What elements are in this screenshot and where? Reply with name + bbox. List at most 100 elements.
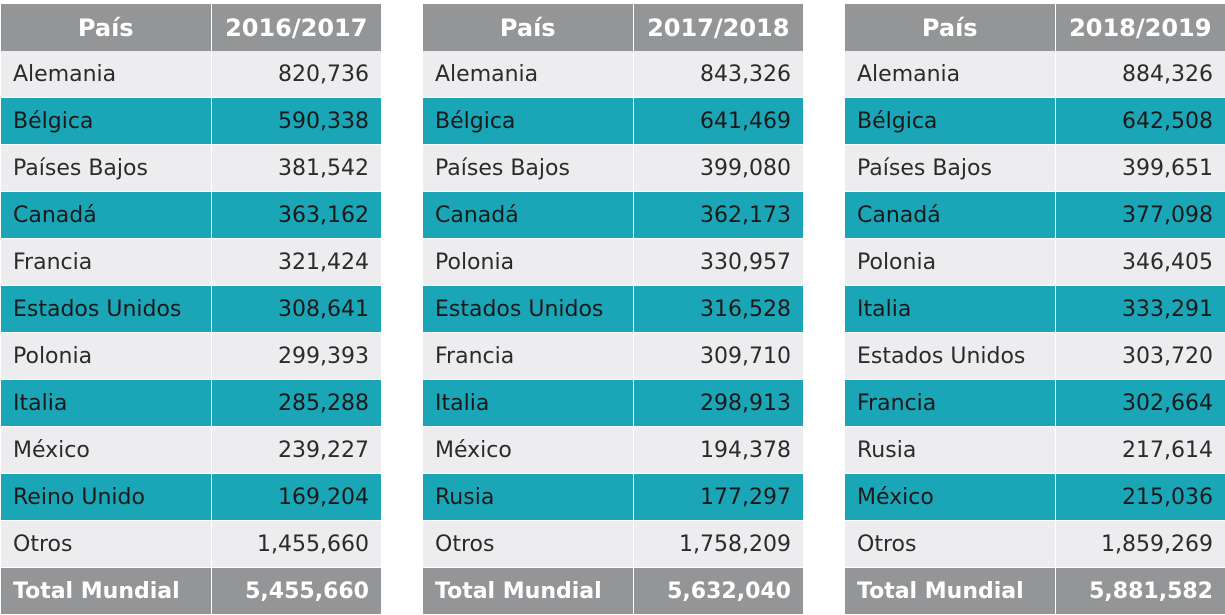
country-cell: Alemania (423, 51, 634, 98)
total-value: 5,632,040 (633, 567, 803, 615)
value-cell: 363,162 (211, 191, 381, 239)
header-country: País (1, 4, 212, 51)
table-row: Francia 302,664 (845, 379, 1225, 427)
value-cell: 321,424 (211, 238, 381, 286)
country-cell: Canadá (845, 191, 1056, 239)
table-row: Italia 285,288 (1, 379, 381, 427)
country-cell: Reino Unido (1, 473, 212, 521)
country-cell: Otros (845, 520, 1056, 568)
total-row: Total Mundial 5,881,582 (845, 567, 1225, 615)
country-cell: Polonia (845, 238, 1056, 286)
value-cell: 308,641 (211, 285, 381, 333)
table-row: Italia 298,913 (423, 379, 803, 427)
table-row: Bélgica 642,508 (845, 97, 1225, 145)
country-cell: Países Bajos (1, 144, 212, 192)
table-row: Bélgica 590,338 (1, 97, 381, 145)
value-cell: 1,758,209 (633, 520, 803, 568)
country-cell: Francia (845, 379, 1056, 427)
table-row: México 239,227 (1, 426, 381, 474)
total-row: Total Mundial 5,455,660 (1, 567, 381, 615)
table-row: Estados Unidos 308,641 (1, 285, 381, 333)
country-cell: Canadá (1, 191, 212, 239)
value-cell: 298,913 (633, 379, 803, 427)
value-cell: 215,036 (1055, 473, 1225, 521)
table-header-row: País 2017/2018 (423, 4, 803, 51)
country-cell: Polonia (423, 238, 634, 286)
table-row: Canadá 377,098 (845, 191, 1225, 239)
table-row: Estados Unidos 316,528 (423, 285, 803, 333)
country-cell: Alemania (1, 51, 212, 98)
table-row: Italia 333,291 (845, 285, 1225, 333)
country-cell: Países Bajos (423, 144, 634, 192)
table-row: Bélgica 641,469 (423, 97, 803, 145)
table-row: Alemania 843,326 (423, 51, 803, 98)
value-cell: 590,338 (211, 97, 381, 145)
value-cell: 377,098 (1055, 191, 1225, 239)
table-header-row: País 2016/2017 (1, 4, 381, 51)
country-cell: Bélgica (423, 97, 634, 145)
value-cell: 316,528 (633, 285, 803, 333)
country-cell: Rusia (845, 426, 1056, 474)
table-header-row: País 2018/2019 (845, 4, 1225, 51)
header-country: País (845, 4, 1056, 51)
value-cell: 333,291 (1055, 285, 1225, 333)
value-cell: 309,710 (633, 332, 803, 380)
table-row: Francia 309,710 (423, 332, 803, 380)
table-2017-2018: País 2017/2018 Alemania 843,326 Bélgica 64… (423, 4, 803, 615)
table-row: Polonia 299,393 (1, 332, 381, 380)
value-cell: 285,288 (211, 379, 381, 427)
table-row: México 215,036 (845, 473, 1225, 521)
value-cell: 362,173 (633, 191, 803, 239)
header-period: 2018/2019 (1055, 4, 1225, 51)
table-row: Otros 1,859,269 (845, 520, 1225, 568)
table-row: Rusia 177,297 (423, 473, 803, 521)
country-cell: México (1, 426, 212, 474)
table-row: Estados Unidos 303,720 (845, 332, 1225, 380)
country-cell: Otros (1, 520, 212, 568)
table-row: México 194,378 (423, 426, 803, 474)
table-row: Países Bajos 399,080 (423, 144, 803, 192)
country-cell: Estados Unidos (1, 285, 212, 333)
table-row: Países Bajos 381,542 (1, 144, 381, 192)
country-cell: Italia (423, 379, 634, 427)
value-cell: 399,080 (633, 144, 803, 192)
table-row: Rusia 217,614 (845, 426, 1225, 474)
total-label: Total Mundial (423, 567, 634, 615)
value-cell: 303,720 (1055, 332, 1225, 380)
country-cell: Francia (1, 238, 212, 286)
total-value: 5,881,582 (1055, 567, 1225, 615)
total-label: Total Mundial (1, 567, 212, 615)
table-row: Polonia 330,957 (423, 238, 803, 286)
total-value: 5,455,660 (211, 567, 381, 615)
header-period: 2017/2018 (633, 4, 803, 51)
table-row: Otros 1,455,660 (1, 520, 381, 568)
value-cell: 302,664 (1055, 379, 1225, 427)
table-2016-2017: País 2016/2017 Alemania 820,736 Bélgica 59… (1, 4, 381, 615)
country-cell: Italia (845, 285, 1056, 333)
value-cell: 642,508 (1055, 97, 1225, 145)
country-cell: Canadá (423, 191, 634, 239)
table-row: Canadá 362,173 (423, 191, 803, 239)
value-cell: 399,651 (1055, 144, 1225, 192)
value-cell: 346,405 (1055, 238, 1225, 286)
country-cell: Estados Unidos (845, 332, 1056, 380)
country-cell: México (845, 473, 1056, 521)
value-cell: 299,393 (211, 332, 381, 380)
header-period: 2016/2017 (211, 4, 381, 51)
table-row: Polonia 346,405 (845, 238, 1225, 286)
total-label: Total Mundial (845, 567, 1056, 615)
table-row: Alemania 884,326 (845, 51, 1225, 98)
country-cell: Polonia (1, 332, 212, 380)
country-cell: Rusia (423, 473, 634, 521)
value-cell: 820,736 (211, 51, 381, 98)
value-cell: 1,455,660 (211, 520, 381, 568)
value-cell: 1,859,269 (1055, 520, 1225, 568)
country-cell: Estados Unidos (423, 285, 634, 333)
table-row: Francia 321,424 (1, 238, 381, 286)
country-cell: Francia (423, 332, 634, 380)
value-cell: 217,614 (1055, 426, 1225, 474)
header-country: País (423, 4, 634, 51)
total-row: Total Mundial 5,632,040 (423, 567, 803, 615)
table-2018-2019: País 2018/2019 Alemania 884,326 Bélgica 64… (845, 4, 1225, 615)
value-cell: 169,204 (211, 473, 381, 521)
